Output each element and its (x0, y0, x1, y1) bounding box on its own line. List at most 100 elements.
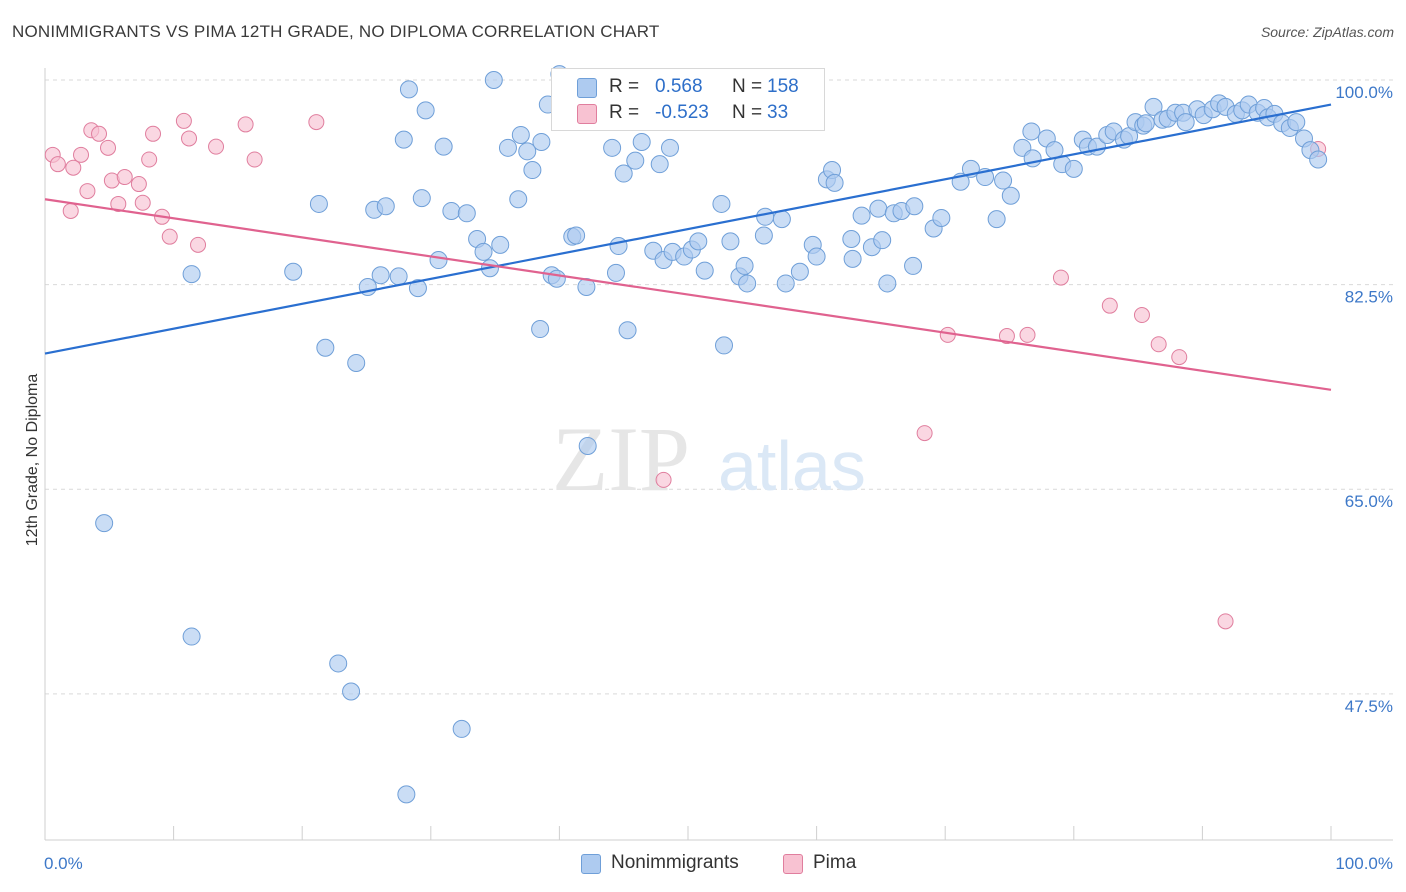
legend-swatch-nonimmigrants (581, 854, 601, 874)
trend-lines (44, 103, 1332, 391)
nonimmigrants-point (689, 232, 708, 251)
nonimmigrants-point (754, 226, 773, 245)
nonimmigrants-point (457, 204, 476, 223)
nonimmigrants-point (578, 436, 597, 455)
y-axis-label: 12th Grade, No Diploma (24, 373, 41, 547)
nonimmigrants-point (284, 262, 303, 281)
nonimmigrants-point (660, 138, 679, 157)
nonimmigrants-point (776, 274, 795, 293)
pima-point (161, 228, 178, 245)
nonimmigrants-point (878, 274, 897, 293)
nonimmigrants-point (606, 263, 625, 282)
nonimmigrants-point (518, 142, 537, 161)
axes (44, 68, 1393, 841)
nonimmigrants-point (429, 251, 448, 270)
r-value: 0.568 (655, 76, 703, 97)
pima-trend-line (44, 198, 1332, 391)
nonimmigrants-point (825, 173, 844, 192)
nonimmigrants-point (609, 237, 628, 256)
pima-points (44, 112, 1327, 630)
pima-point (916, 425, 933, 442)
pima-point (49, 156, 66, 173)
nonimmigrants-point (509, 190, 528, 209)
pima-point (1101, 297, 1118, 314)
pima-point (100, 139, 117, 156)
pima-point (62, 202, 79, 219)
n-value: 33 (767, 102, 789, 123)
nonimmigrants-point (491, 235, 510, 254)
nonimmigrants-point (376, 197, 395, 216)
pima-point (175, 112, 192, 129)
nonimmigrants-point (614, 164, 633, 183)
y-tick-labels: 47.5% 65.0% 82.5% 100.0% (1335, 83, 1393, 716)
nonimmigrants-point (1287, 113, 1306, 132)
nonimmigrants-point (484, 71, 503, 89)
nonimmigrants-point (632, 132, 651, 151)
nonimmigrants-point (498, 138, 517, 157)
x-tick-label-min: 0.0% (44, 854, 83, 873)
stats-legend: R = 0.568 N = 158 R = -0.523 N = 33 (551, 68, 825, 131)
nonimmigrants-point (904, 256, 923, 275)
nonimmigrants-point (182, 627, 201, 646)
pima-point (73, 146, 90, 163)
nonimmigrants-point (695, 261, 714, 280)
watermark-atlas: atlas (718, 427, 866, 505)
legend-label-nonimmigrants: Nonimmigrants (611, 852, 739, 873)
pima-point (141, 151, 158, 168)
pima-point (91, 125, 108, 142)
legend-swatch-pima (783, 854, 803, 874)
nonimmigrants-point (715, 336, 734, 355)
pima-point (208, 138, 225, 155)
nonimmigrants-point (994, 171, 1013, 190)
nonimmigrants-point (873, 231, 892, 250)
nonimmigrants-point (772, 210, 791, 229)
nonimmigrants-point (567, 226, 586, 245)
n-label: N = (732, 76, 763, 97)
nonimmigrants-point (1001, 186, 1020, 205)
pima-point (1133, 307, 1150, 324)
nonimmigrants-point (721, 232, 740, 251)
source-label: Source: ZipAtlas.com (1260, 24, 1394, 40)
nonimmigrants-points (95, 65, 1328, 804)
pima-point (130, 176, 147, 193)
nonimmigrants-point (869, 199, 888, 218)
pima-point (1150, 336, 1167, 353)
nonimmigrants-point (1309, 150, 1328, 169)
nonimmigrants-point (182, 265, 201, 284)
legend-label-pima: Pima (813, 852, 857, 873)
nonimmigrants-point (735, 256, 754, 275)
nonimmigrants-point (842, 230, 861, 249)
nonimmigrants-point (95, 514, 114, 533)
nonimmigrants-point (442, 201, 461, 220)
nonimmigrants-point (474, 242, 493, 261)
nonimmigrants-point (650, 155, 669, 174)
nonimmigrants-point (531, 320, 550, 339)
x-tick-labels: 0.0% 100.0% (44, 854, 1393, 873)
legend-swatch-nonimmigrants (577, 78, 597, 98)
nonimmigrants-point (408, 279, 427, 298)
nonimmigrants-point (434, 137, 453, 156)
pima-point (181, 130, 198, 147)
nonimmigrants-point (416, 101, 435, 120)
chart-title: NONIMMIGRANTS VS PIMA 12TH GRADE, NO DIP… (12, 22, 660, 41)
y-tick-label: 47.5% (1345, 697, 1393, 716)
pima-point (110, 195, 127, 212)
watermark-zip: ZIP (552, 408, 690, 510)
nonimmigrants-point (626, 151, 645, 170)
pima-point (1217, 613, 1234, 630)
nonimmigrants-point (852, 206, 871, 225)
nonimmigrants-point (1176, 113, 1195, 132)
nonimmigrants-point (452, 719, 471, 738)
pima-point (237, 116, 254, 133)
nonimmigrants-point (790, 262, 809, 281)
n-label: N = (732, 102, 763, 123)
nonimmigrants-point (987, 210, 1006, 229)
nonimmigrants-point (347, 353, 366, 372)
pima-point (134, 194, 151, 211)
nonimmigrants-point (412, 189, 431, 208)
y-tick-label: 82.5% (1345, 288, 1393, 307)
pima-point (308, 114, 325, 131)
nonimmigrants-point (532, 132, 551, 151)
nonimmigrants-point (329, 654, 348, 673)
